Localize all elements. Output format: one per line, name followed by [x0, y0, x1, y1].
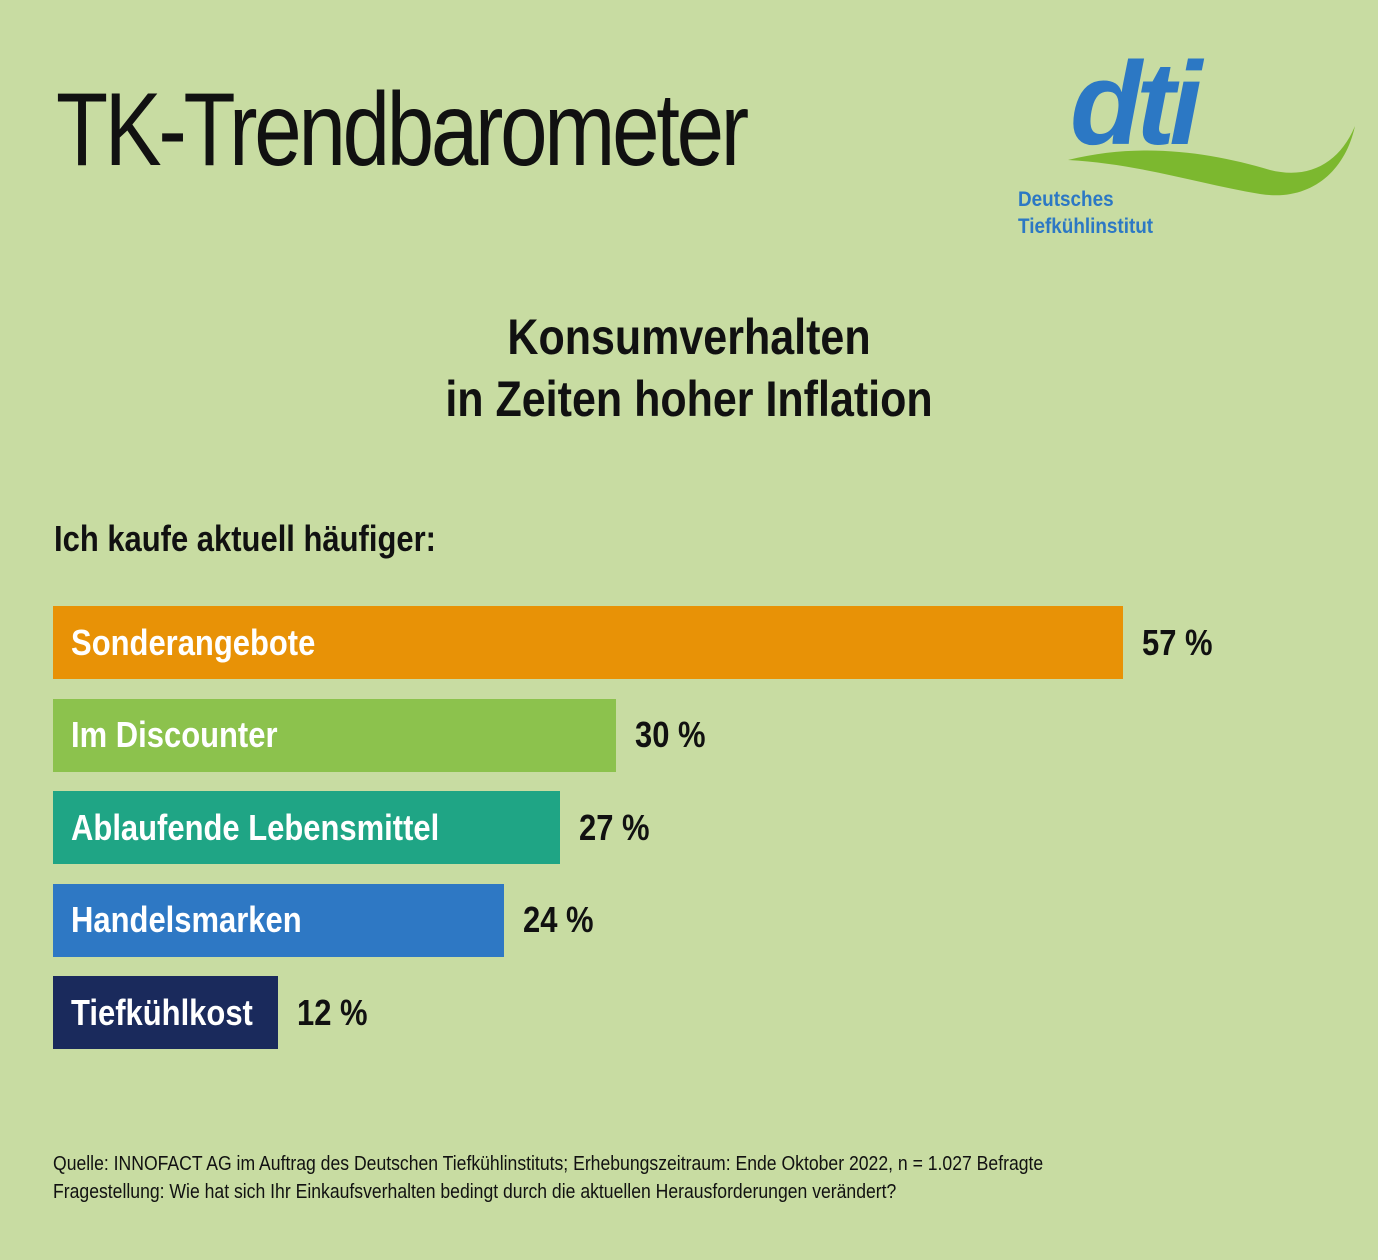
footnote-source: Quelle: INNOFACT AG im Auftrag des Deuts…: [53, 1153, 1044, 1175]
bar-2: Im Discounter: [53, 698, 616, 772]
bar-3: Ablaufende Lebensmittel: [53, 791, 560, 864]
bar-1: Sonderangebote: [53, 606, 1123, 679]
bar-value-label: 30 %: [635, 714, 706, 755]
chart-title-line1: Konsumverhalten: [507, 309, 871, 365]
dti-logo: dti: [1068, 52, 1355, 196]
bar-label: Sonderangebote: [71, 621, 316, 663]
bar-label: Tiefkühlkost: [71, 991, 253, 1033]
bar-4: Handelsmarken: [53, 883, 504, 957]
logo-text: Deutsches Tiefkühlinstitut: [1018, 186, 1153, 240]
bar-5: Tiefkühlkost: [53, 976, 278, 1049]
bar-value-label: 57 %: [1142, 621, 1213, 663]
bar-value-label: 27 %: [579, 806, 650, 848]
chart-title: Konsumverhalten in Zeiten hoher Inflatio…: [96, 306, 1281, 430]
logo-line2: Tiefkühlinstitut: [1018, 215, 1154, 238]
footnote-question: Fragestellung: Wie hat sich Ihr Einkaufs…: [53, 1181, 897, 1203]
footnote: Quelle: INNOFACT AG im Auftrag des Deuts…: [53, 1150, 1043, 1206]
logo-wave-icon: [1068, 126, 1355, 196]
bar-label: Im Discounter: [71, 714, 278, 755]
bar-value-label: 24 %: [523, 899, 594, 940]
bar-label: Ablaufende Lebensmittel: [71, 806, 440, 848]
chart-subtitle: Ich kaufe aktuell häufiger:: [54, 518, 436, 559]
logo-wordmark: dti: [1070, 52, 1204, 170]
bar-label: Handelsmarken: [71, 899, 302, 940]
logo-line1: Deutsches: [1018, 188, 1114, 211]
bar-chart: Sonderangebote 57 % Im Discounter 30 % Ablau…: [0, 600, 1378, 1060]
page-title: TK-Trendbarometer: [56, 72, 749, 188]
chart-title-line2: in Zeiten hoher Inflation: [445, 371, 933, 427]
bar-value-label: 12 %: [297, 991, 368, 1033]
